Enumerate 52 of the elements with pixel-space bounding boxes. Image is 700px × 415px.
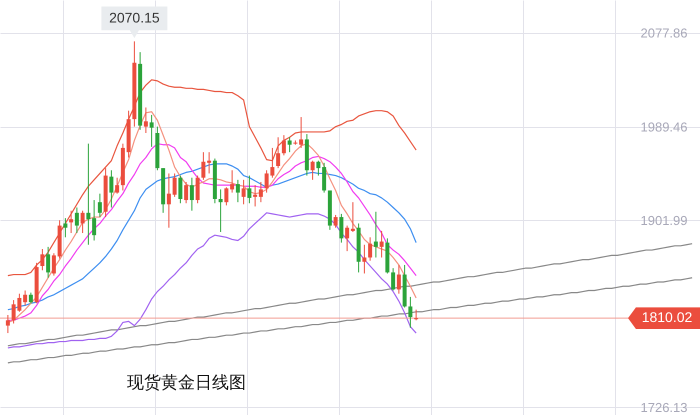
candlestick bbox=[264, 170, 269, 194]
candlestick bbox=[345, 225, 350, 252]
candlestick bbox=[184, 181, 188, 204]
candlestick bbox=[236, 179, 240, 203]
candlestick bbox=[63, 218, 68, 238]
candlestick bbox=[6, 314, 10, 334]
ref-line-label: 1810.02 bbox=[642, 309, 693, 326]
y-tick-label: 1989.46 bbox=[640, 120, 688, 135]
candlestick bbox=[80, 210, 85, 234]
candlestick bbox=[190, 177, 194, 212]
y-tick-label: 1901.99 bbox=[640, 212, 688, 228]
candlestick bbox=[178, 175, 182, 204]
candlestick bbox=[247, 175, 252, 204]
candlestick bbox=[150, 114, 154, 148]
candlestick bbox=[391, 268, 396, 291]
text: 现货黄金日线图 bbox=[127, 373, 246, 392]
candlestick bbox=[374, 211, 378, 258]
candlestick bbox=[144, 106, 148, 134]
y-tick-label: 1726.13 bbox=[640, 400, 688, 415]
candlestick bbox=[408, 296, 412, 328]
line-series bbox=[7, 243, 693, 346]
candlestick bbox=[242, 179, 246, 205]
candlestick bbox=[288, 136, 292, 153]
candlestick bbox=[218, 188, 223, 232]
candlestick bbox=[28, 292, 33, 304]
line-series bbox=[7, 212, 417, 349]
candlestick bbox=[98, 193, 102, 218]
candlestick bbox=[396, 264, 401, 294]
candlestick bbox=[40, 248, 44, 271]
candlestick bbox=[69, 210, 74, 234]
candlestick bbox=[368, 236, 372, 262]
annotation: 2070.15 bbox=[109, 9, 160, 26]
candlestick bbox=[350, 202, 355, 232]
candlestick bbox=[282, 134, 286, 156]
candlestick bbox=[196, 175, 200, 204]
candlestick bbox=[258, 181, 263, 203]
candlestick bbox=[115, 177, 120, 194]
candlestick bbox=[109, 170, 114, 208]
candlestick bbox=[310, 160, 315, 180]
y-tick-label: 2077.86 bbox=[640, 26, 688, 41]
candlestick bbox=[46, 246, 50, 278]
candlestick bbox=[270, 147, 274, 178]
line-series bbox=[7, 277, 693, 364]
candlestick bbox=[12, 300, 16, 324]
candlestick bbox=[276, 136, 280, 169]
candlestick bbox=[414, 309, 418, 321]
candlestick bbox=[74, 207, 79, 234]
candlestick bbox=[334, 214, 338, 228]
candlestick bbox=[339, 213, 344, 244]
candlestick bbox=[253, 184, 258, 207]
candlestick bbox=[362, 244, 366, 274]
candlestick bbox=[380, 230, 384, 258]
